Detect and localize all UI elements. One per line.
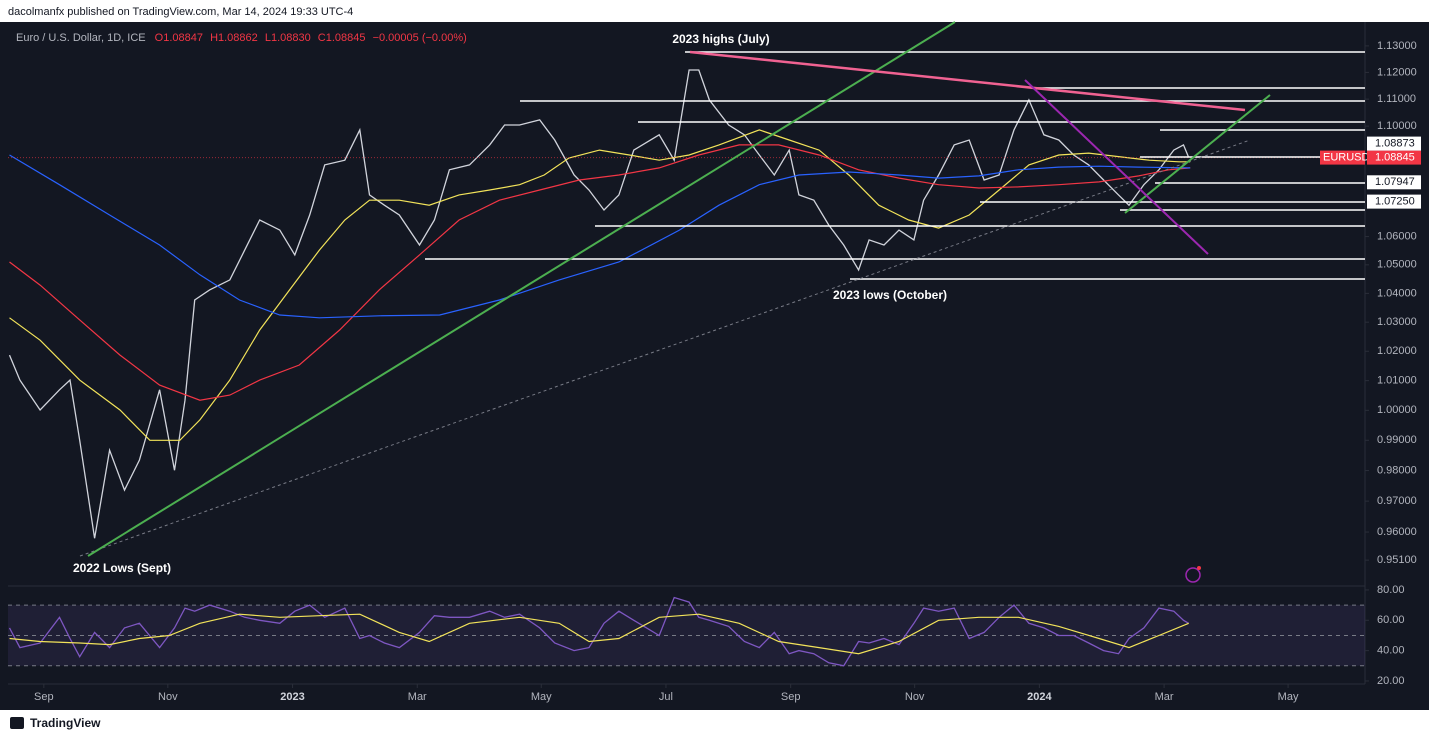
alert-icon-dot <box>1197 566 1201 570</box>
alert-icon-ring <box>1185 567 1201 583</box>
trendline-purple <box>1024 79 1209 255</box>
y-tick-label: 0.95100 <box>1377 554 1417 566</box>
trendline-pink <box>689 50 1246 112</box>
symbol-tag: EURUSD <box>1323 152 1370 164</box>
plot-layer <box>8 69 1365 667</box>
last-price-tag-bg <box>1367 150 1421 165</box>
x-tick-label: 2023 <box>280 691 304 703</box>
y-tick-label: 0.96000 <box>1377 526 1417 538</box>
indicator-line <box>8 596 1190 667</box>
trendline-green <box>1124 94 1271 214</box>
x-tick-label: Sep <box>34 691 54 703</box>
annotation: 2023 highs (July) <box>672 32 769 46</box>
price-line <box>8 69 1190 539</box>
alert-icon <box>1185 566 1201 583</box>
x-tick-label: Nov <box>905 691 925 703</box>
annotation: 2022 Lows (Sept) <box>73 561 171 575</box>
ohlc-open: O1.08847 <box>155 32 203 44</box>
ohlc-change: −0.00005 (−0.00%) <box>373 32 467 44</box>
y-tick-label: 1.05000 <box>1377 259 1417 271</box>
y-tick-label: 1.00000 <box>1377 404 1417 416</box>
brand: TradingView <box>30 716 101 730</box>
y-tick-label: 0.97000 <box>1377 495 1417 507</box>
y-tick-label: 1.01000 <box>1377 375 1417 387</box>
x-tick-label: Nov <box>158 691 178 703</box>
price-tag: 1.07250 <box>1375 196 1415 208</box>
x-tick-label: Jul <box>659 691 673 703</box>
x-tick-label: May <box>531 691 552 703</box>
symbol-title: Euro / U.S. Dollar, 1D, ICE <box>16 32 146 44</box>
last-price-tag: 1.08845 <box>1375 152 1415 164</box>
y-tick-label: 1.10000 <box>1377 120 1417 132</box>
y-tick-label: 1.13000 <box>1377 40 1417 52</box>
indicator-line <box>9 144 1191 401</box>
symbol-tag-bg <box>1320 150 1365 165</box>
x-tick-label: May <box>1278 691 1299 703</box>
y-tick-label: 80.00 <box>1377 584 1405 596</box>
y-tick-label: 1.11000 <box>1377 93 1416 105</box>
x-tick-label: Sep <box>781 691 801 703</box>
y-tick-label: 1.06000 <box>1377 230 1417 242</box>
y-tick-label: 1.04000 <box>1377 287 1417 299</box>
indicator-line <box>9 154 1191 319</box>
price-tag-bg <box>1367 175 1421 190</box>
y-tick-label: 60.00 <box>1377 614 1405 626</box>
annotation: 2023 lows (October) <box>833 288 947 302</box>
indicator-line <box>9 129 1191 441</box>
publisher: dacolmanfx published on TradingView.com,… <box>8 6 353 18</box>
y-tick-label: 1.12000 <box>1377 66 1417 78</box>
brand-logo <box>10 717 24 729</box>
y-tick-label: 1.03000 <box>1377 316 1417 328</box>
trendline-green <box>87 21 956 557</box>
price-tag: 1.07947 <box>1375 176 1415 188</box>
ohlc-low: L1.08830 <box>265 32 311 44</box>
drawings <box>79 21 1365 557</box>
price-tag: 1.08873 <box>1375 138 1415 150</box>
y-tick-label: 0.98000 <box>1377 464 1417 476</box>
indicator-line <box>9 613 1189 655</box>
price-tag-bg <box>1367 194 1421 209</box>
y-tick-label: 1.02000 <box>1377 345 1417 357</box>
x-tick-label: 2024 <box>1027 691 1052 703</box>
ohlc-close: C1.08845 <box>318 32 366 44</box>
y-tick-label: 20.00 <box>1377 675 1405 687</box>
x-tick-label: Mar <box>1155 691 1174 703</box>
price-tag-bg <box>1367 136 1421 151</box>
x-tick-label: Mar <box>408 691 427 703</box>
dashed-trendline <box>79 139 1251 557</box>
symbol-line: Euro / U.S. Dollar, 1D, ICE O1.08847 H1.… <box>16 32 467 44</box>
y-tick-label: 0.99000 <box>1377 434 1417 446</box>
ohlc-high: H1.08862 <box>210 32 258 44</box>
y-tick-label: 40.00 <box>1377 645 1405 657</box>
